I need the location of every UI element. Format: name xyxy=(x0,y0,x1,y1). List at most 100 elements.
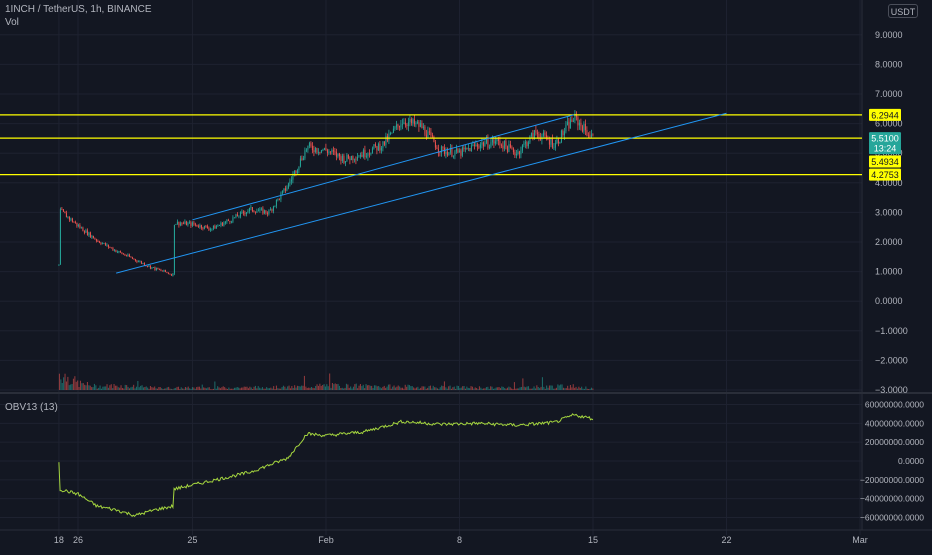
candle-body xyxy=(413,119,415,125)
volume-bar xyxy=(172,389,174,390)
candle-body xyxy=(430,132,432,136)
volume-bar xyxy=(471,386,473,390)
candle-body xyxy=(403,122,405,124)
volume-bar xyxy=(221,387,223,390)
volume-bar xyxy=(355,383,357,390)
volume-bar xyxy=(60,379,62,390)
candle-body xyxy=(259,208,261,211)
volume-bar xyxy=(95,385,97,390)
volume-bar xyxy=(182,388,184,390)
volume-bar xyxy=(179,389,181,390)
volume-bar xyxy=(522,378,524,390)
price-axis-label: 9.0000 xyxy=(875,30,903,40)
volume-bar xyxy=(357,388,359,390)
candle-body xyxy=(284,188,286,191)
volume-bar xyxy=(389,384,391,390)
volume-bar xyxy=(257,386,259,390)
volume-bar xyxy=(548,385,550,390)
volume-bar xyxy=(320,385,322,390)
candle-body xyxy=(310,143,312,146)
volume-bar xyxy=(340,388,342,390)
volume-bar xyxy=(215,388,217,390)
volume-bar xyxy=(413,387,415,390)
volume-bar xyxy=(512,389,514,390)
candle-body xyxy=(118,251,120,252)
volume-bar xyxy=(102,386,104,390)
candle-body xyxy=(113,249,115,251)
candle-body xyxy=(355,159,357,161)
symbol-legend[interactable]: 1INCH / TetherUS, 1h, BINANCE xyxy=(5,4,152,15)
candle-body xyxy=(151,267,153,269)
candle-body xyxy=(70,218,72,220)
volume-bar xyxy=(410,386,412,390)
volume-bar xyxy=(551,385,553,390)
candle-body xyxy=(230,221,232,223)
volume-bar xyxy=(322,385,324,390)
candle-body xyxy=(544,132,546,135)
candle-body xyxy=(499,141,501,145)
candle-body xyxy=(100,242,102,244)
candle-body xyxy=(566,121,568,125)
volume-bar xyxy=(560,384,562,390)
candle-body xyxy=(337,153,339,157)
candle-body xyxy=(160,269,162,271)
volume-legend[interactable]: Vol xyxy=(5,17,19,28)
candle-body xyxy=(344,161,346,163)
volume-bar xyxy=(592,388,594,390)
candle-body xyxy=(190,222,192,226)
volume-bar xyxy=(175,387,177,390)
volume-bar xyxy=(211,389,213,390)
volume-bar xyxy=(289,388,291,390)
candle-body xyxy=(292,174,294,180)
volume-bar xyxy=(310,387,312,390)
volume-bar xyxy=(341,387,343,390)
candle-body xyxy=(163,269,165,272)
candle-body xyxy=(257,210,259,212)
volume-bar xyxy=(453,386,455,390)
volume-bar xyxy=(141,385,143,390)
currency-button[interactable]: USDT xyxy=(888,4,918,18)
volume-bar xyxy=(516,388,518,390)
volume-bar xyxy=(586,388,588,390)
volume-bar xyxy=(588,389,590,390)
volume-bar xyxy=(190,388,192,390)
volume-bar xyxy=(168,386,170,390)
volume-bar xyxy=(438,388,440,390)
volume-bar xyxy=(292,388,294,390)
candle-body xyxy=(80,227,82,229)
volume-bar xyxy=(222,386,224,390)
candle-body xyxy=(341,155,343,161)
candle-body xyxy=(245,212,247,214)
candle-body xyxy=(172,273,174,276)
volume-bar xyxy=(386,386,388,390)
trend-lines[interactable] xyxy=(116,112,727,274)
candle-body xyxy=(353,159,355,161)
price-badge xyxy=(869,155,901,168)
candle-body xyxy=(470,145,472,152)
volume-bar xyxy=(78,387,80,390)
volume-bar xyxy=(107,387,109,390)
candle-body xyxy=(130,256,132,258)
volume-bar xyxy=(61,383,63,390)
volume-bar xyxy=(127,386,129,390)
candle-body xyxy=(425,134,427,138)
candle-body xyxy=(101,243,103,245)
candle-body xyxy=(211,228,213,230)
volume-bar xyxy=(240,387,242,390)
obv-legend[interactable]: OBV13 (13) xyxy=(5,402,58,413)
candle-body xyxy=(262,208,264,214)
time-axis-label: Feb xyxy=(318,535,334,545)
volume-bar xyxy=(93,383,95,390)
candle-body xyxy=(223,223,225,226)
candle-body xyxy=(325,148,327,151)
price-axis-label: 3.0000 xyxy=(875,207,903,217)
candle-body xyxy=(197,226,199,228)
volume-bar xyxy=(492,388,494,390)
volume-bar xyxy=(92,387,94,390)
volume-bar xyxy=(306,388,308,390)
volume-bar xyxy=(390,388,392,390)
candle-body xyxy=(406,124,408,126)
candle-body xyxy=(227,220,229,221)
volume-bar xyxy=(480,387,482,390)
